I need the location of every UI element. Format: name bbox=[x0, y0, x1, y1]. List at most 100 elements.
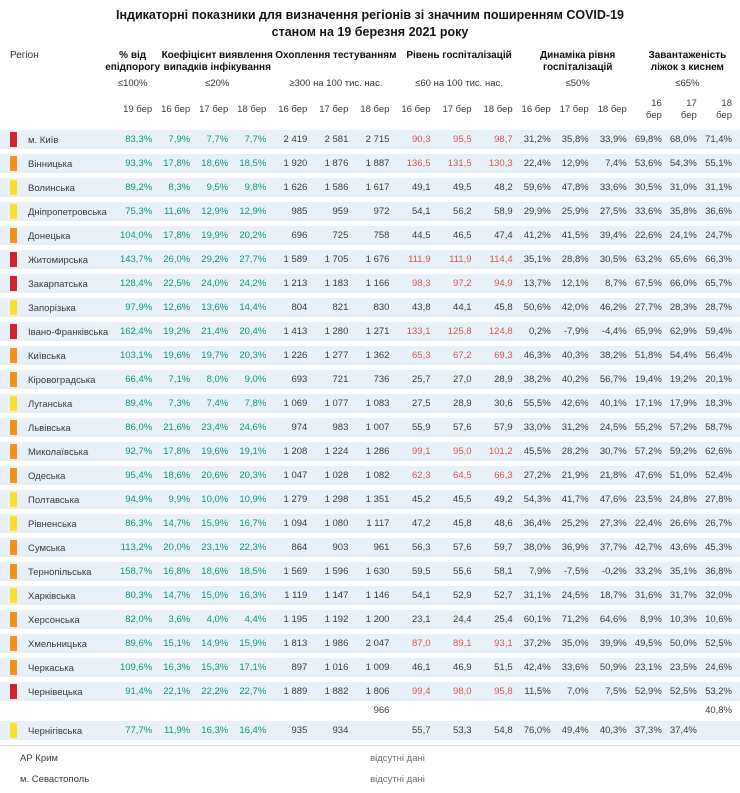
hosp-cell: 48,2 bbox=[479, 178, 521, 197]
bed-cell: 58,7% bbox=[704, 418, 740, 437]
dyn-cell: 41,5% bbox=[558, 226, 597, 245]
dyn-cell: 7,5% bbox=[596, 682, 635, 701]
date-label: 17 бер bbox=[319, 104, 349, 115]
dyn-cell: 40,3% bbox=[596, 721, 635, 740]
threshold-label-0: ≤100% bbox=[117, 78, 148, 89]
region-cell: Сумська bbox=[0, 538, 106, 557]
test-cell: 1 192 bbox=[315, 610, 357, 629]
test-cell: 1 569 bbox=[274, 562, 316, 581]
epid-cell: 89,2% bbox=[105, 178, 161, 197]
table-row: Херсонська 82,0% 3,6% 4,0% 4,4% 1 195 1 192 1 2… bbox=[0, 610, 740, 629]
dyn-cell: 56,7% bbox=[596, 370, 635, 389]
dyn-cell: 27,2% bbox=[520, 466, 559, 485]
empty-cell bbox=[160, 706, 199, 716]
column-header-group-3: Рівень госпіталізацій bbox=[406, 50, 512, 61]
hosp-cell: 30,6 bbox=[479, 394, 521, 413]
column-header-group-1: Коефіцієнт виявлення випадків інфікуванн… bbox=[161, 50, 273, 73]
test-cell: 935 bbox=[274, 721, 316, 740]
coef-cell: 15,9% bbox=[236, 634, 275, 653]
table-body: м. Київ 83,3% 7,9% 7,7% 7,7% 2 419 2 581 2 715 9… bbox=[0, 130, 740, 788]
threshold-spacer bbox=[0, 78, 105, 90]
bed-cell: 31,7% bbox=[669, 586, 705, 605]
test-cell: 1 362 bbox=[356, 346, 398, 365]
test-cell: 696 bbox=[274, 226, 316, 245]
coef-cell: 16,3% bbox=[236, 586, 275, 605]
bed-cell: 10,3% bbox=[669, 610, 705, 629]
epid-cell: 82,0% bbox=[105, 610, 161, 629]
test-cell: 1 887 bbox=[356, 154, 398, 173]
coef-cell: 18,5% bbox=[236, 562, 275, 581]
bed-cell: 53,2% bbox=[704, 682, 740, 701]
empty-cell bbox=[669, 706, 705, 716]
table-header: Регіон % від епідпорогу Коефіцієнт виявлен… bbox=[0, 48, 740, 125]
hosp-cell: 57,6 bbox=[438, 538, 480, 557]
title-line-2: станом на 19 березня 2021 року bbox=[271, 25, 469, 39]
test-cell: 1 200 bbox=[356, 610, 398, 629]
coef-cell: 14,4% bbox=[236, 298, 275, 317]
hosp-cell: 24,4 bbox=[438, 610, 480, 629]
status-marker-red bbox=[10, 276, 17, 291]
coef-cell: 24,6% bbox=[236, 418, 275, 437]
coef-cell: 13,6% bbox=[198, 298, 237, 317]
dyn-cell: 7,9% bbox=[520, 562, 559, 581]
hosp-cell: 98,7 bbox=[479, 130, 521, 149]
hosp-cell: 28,9 bbox=[438, 394, 480, 413]
bed-cell: 28,7% bbox=[704, 298, 740, 317]
dyn-cell: 28,8% bbox=[558, 250, 597, 269]
epid-cell: 75,3% bbox=[105, 202, 161, 221]
bed-cell: 52,5% bbox=[669, 682, 705, 701]
hosp-cell: 98,0 bbox=[438, 682, 480, 701]
threshold-label-1: ≤20% bbox=[205, 78, 230, 89]
dyn-cell: 24,5% bbox=[596, 418, 635, 437]
hosp-cell: 98,3 bbox=[397, 274, 439, 293]
dyn-cell: 35,1% bbox=[520, 250, 559, 269]
coef-cell: 19,9% bbox=[198, 226, 237, 245]
dyn-cell: 21,8% bbox=[596, 466, 635, 485]
test-cell: 1 596 bbox=[315, 562, 357, 581]
status-marker-orange bbox=[10, 636, 17, 651]
bed-cell-extra: 40,8% bbox=[704, 706, 740, 716]
dyn-cell: 29,9% bbox=[520, 202, 559, 221]
coef-cell: 20,4% bbox=[236, 322, 275, 341]
bed-cell: 19,2% bbox=[669, 370, 705, 389]
hosp-cell: 25,7 bbox=[397, 370, 439, 389]
bed-cell: 55,2% bbox=[634, 418, 670, 437]
dyn-cell: 18,7% bbox=[596, 586, 635, 605]
hosp-cell: 65,3 bbox=[397, 346, 439, 365]
test-cell: 1 147 bbox=[315, 586, 357, 605]
hosp-cell: 59,7 bbox=[479, 538, 521, 557]
dyn-cell: 30,7% bbox=[596, 442, 635, 461]
status-marker-yellow bbox=[10, 180, 17, 195]
test-cell: 1 271 bbox=[356, 322, 398, 341]
epid-cell: 86,3% bbox=[105, 514, 161, 533]
dyn-cell: 7,0% bbox=[558, 682, 597, 701]
hosp-cell: 44,1 bbox=[438, 298, 480, 317]
hosp-cell: 97,2 bbox=[438, 274, 480, 293]
dyn-cell: 33,9% bbox=[596, 130, 635, 149]
dyn-cell: 42,6% bbox=[558, 394, 597, 413]
test-cell: 821 bbox=[315, 298, 357, 317]
hosp-cell: 64,5 bbox=[438, 466, 480, 485]
bed-cell: 37,3% bbox=[634, 721, 670, 740]
coef-cell: 17,8% bbox=[160, 226, 199, 245]
divider-line bbox=[0, 745, 740, 746]
test-cell: 1 806 bbox=[356, 682, 398, 701]
coef-cell: 24,0% bbox=[198, 274, 237, 293]
region-name: АР Крим bbox=[0, 751, 106, 767]
dyn-cell: 21,9% bbox=[558, 466, 597, 485]
empty-cell bbox=[274, 706, 316, 716]
coef-cell: 4,4% bbox=[236, 610, 275, 629]
bed-cell: 62,6% bbox=[704, 442, 740, 461]
bed-cell: 43,6% bbox=[669, 538, 705, 557]
test-cell: 1 920 bbox=[274, 154, 316, 173]
threshold-label-4: ≤50% bbox=[565, 78, 590, 89]
coef-cell: 21,4% bbox=[198, 322, 237, 341]
hosp-cell: 49,1 bbox=[397, 178, 439, 197]
date-label: 19 бер bbox=[123, 104, 153, 115]
bed-cell: 28,3% bbox=[669, 298, 705, 317]
coef-cell: 16,3% bbox=[160, 658, 199, 677]
bed-cell: 20,1% bbox=[704, 370, 740, 389]
test-cell: 1 986 bbox=[315, 634, 357, 653]
table-row: Івано-Франківська 162,4% 19,2% 21,4% 20,4% 1 … bbox=[0, 322, 740, 341]
hosp-cell: 54,1 bbox=[397, 202, 439, 221]
